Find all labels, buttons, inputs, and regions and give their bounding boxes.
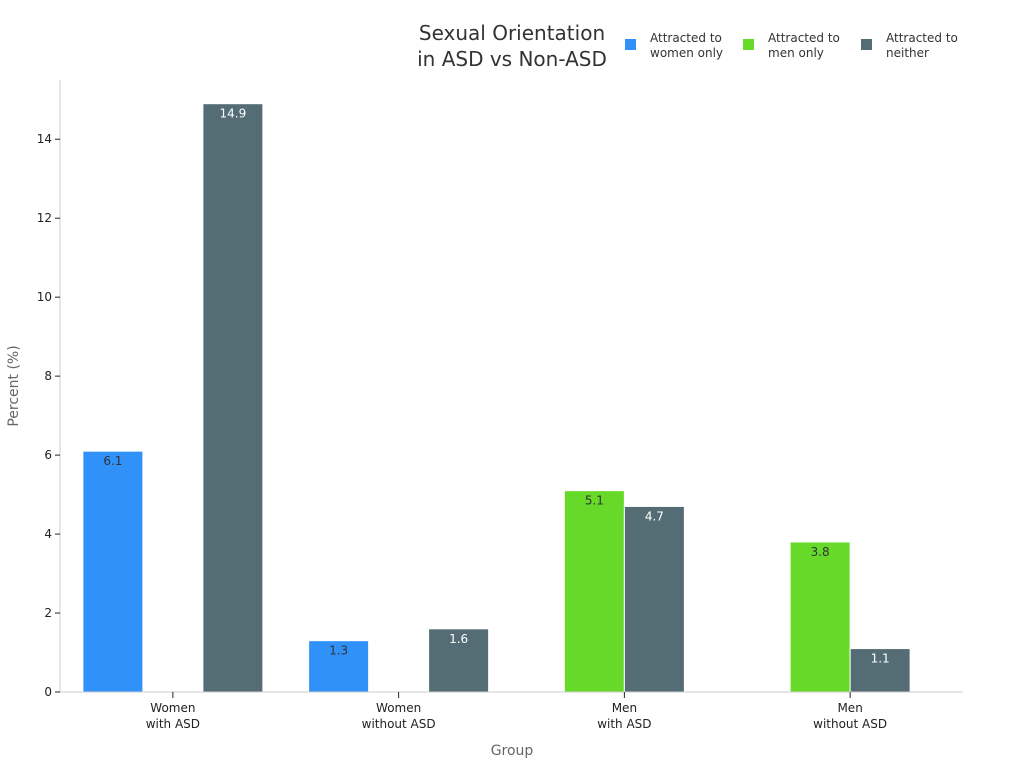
data-label: 4.7: [645, 509, 664, 523]
y-tick-label: 14: [37, 132, 52, 146]
legend-swatch: [625, 39, 636, 50]
y-tick-label: 6: [44, 448, 52, 462]
bar: [789, 541, 851, 693]
x-tick-label: Women with ASD: [146, 701, 200, 731]
y-axis-title: Percent (%): [6, 345, 22, 426]
data-label: 6.1: [103, 454, 122, 468]
y-tick-label: 10: [37, 290, 52, 304]
data-label: 1.3: [329, 644, 348, 658]
chart-title-line-2: in ASD vs Non-ASD: [417, 47, 607, 71]
data-label: 1.6: [449, 632, 468, 646]
y-tick-label: 2: [44, 606, 52, 620]
y-tick-label: 4: [44, 527, 52, 541]
bars: 6.1 14.9 1.3 1.6 5.1 4.7 3.8 1.1: [82, 103, 911, 693]
x-tick-label: Men with ASD: [597, 701, 651, 731]
legend-label: Attracted to men only: [768, 31, 840, 60]
x-axis: Women with ASD Women without ASD Men with ASD…: [60, 691, 963, 731]
data-label: 5.1: [585, 494, 604, 508]
legend-swatch: [743, 39, 754, 50]
x-tick-label: Men without ASD: [813, 701, 887, 731]
bar: [623, 505, 685, 693]
legend-swatch: [861, 39, 872, 50]
data-label: 3.8: [811, 545, 830, 559]
legend-item: Attracted to women only: [625, 31, 723, 60]
legend-label: Attracted to women only: [650, 31, 723, 60]
legend-item: Attracted to neither: [861, 31, 958, 60]
legend-item: Attracted to men only: [743, 31, 840, 60]
bar: [202, 103, 264, 693]
bar: [308, 640, 370, 693]
y-tick-label: 8: [44, 369, 52, 383]
data-label: 1.1: [871, 652, 890, 666]
legend: Attracted to women only Attracted to men on…: [625, 31, 958, 60]
bar: [82, 450, 144, 693]
legend-label: Attracted to neither: [886, 31, 958, 60]
bar: [563, 490, 625, 693]
y-axis: 0 2 4 6 8 10 12 14: [37, 80, 61, 699]
y-tick-label: 0: [44, 685, 52, 699]
chart-title-line-1: Sexual Orientation: [419, 21, 605, 45]
data-label: 14.9: [220, 107, 247, 121]
chart-title: Sexual Orientation in ASD vs Non-ASD: [417, 21, 607, 71]
y-tick-label: 12: [37, 211, 52, 225]
x-tick-label: Women without ASD: [362, 701, 436, 731]
x-axis-title: Group: [491, 743, 534, 759]
